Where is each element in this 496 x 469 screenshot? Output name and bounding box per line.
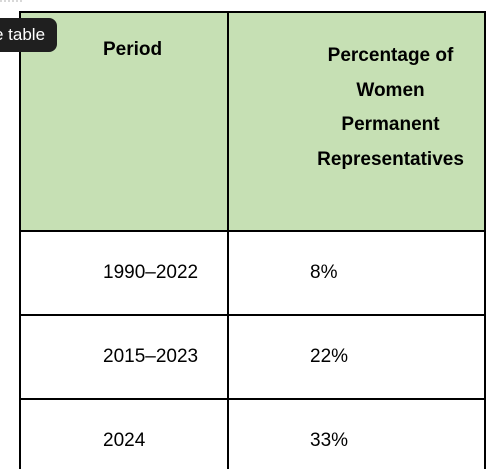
header-percentage-line: Representatives <box>317 148 464 170</box>
cell-percentage: 33% <box>227 398 486 469</box>
table-row: 1990–2022 8% <box>19 230 486 316</box>
table-row: 2015–2023 22% <box>19 314 486 400</box>
cell-period: 2015–2023 <box>19 314 229 400</box>
tooltip: e table <box>0 18 58 52</box>
table-row: 2024 33% <box>19 398 486 469</box>
tooltip-label: e table <box>0 25 46 44</box>
data-table: Period Percentage of Women Permanent Rep… <box>19 11 486 469</box>
cell-percentage: 22% <box>227 314 486 400</box>
drag-handle-dots[interactable] <box>0 0 22 6</box>
cell-period: 2024 <box>19 398 229 469</box>
header-percentage-line: Permanent <box>341 114 440 135</box>
header-percentage: Percentage of Women Permanent Representa… <box>227 11 486 232</box>
header-percentage-line: Percentage of <box>327 45 454 66</box>
table-header-row: Period Percentage of Women Permanent Rep… <box>19 11 486 232</box>
cell-period: 1990–2022 <box>19 230 229 316</box>
header-percentage-line: Women <box>356 79 425 101</box>
cell-percentage: 8% <box>227 230 486 316</box>
